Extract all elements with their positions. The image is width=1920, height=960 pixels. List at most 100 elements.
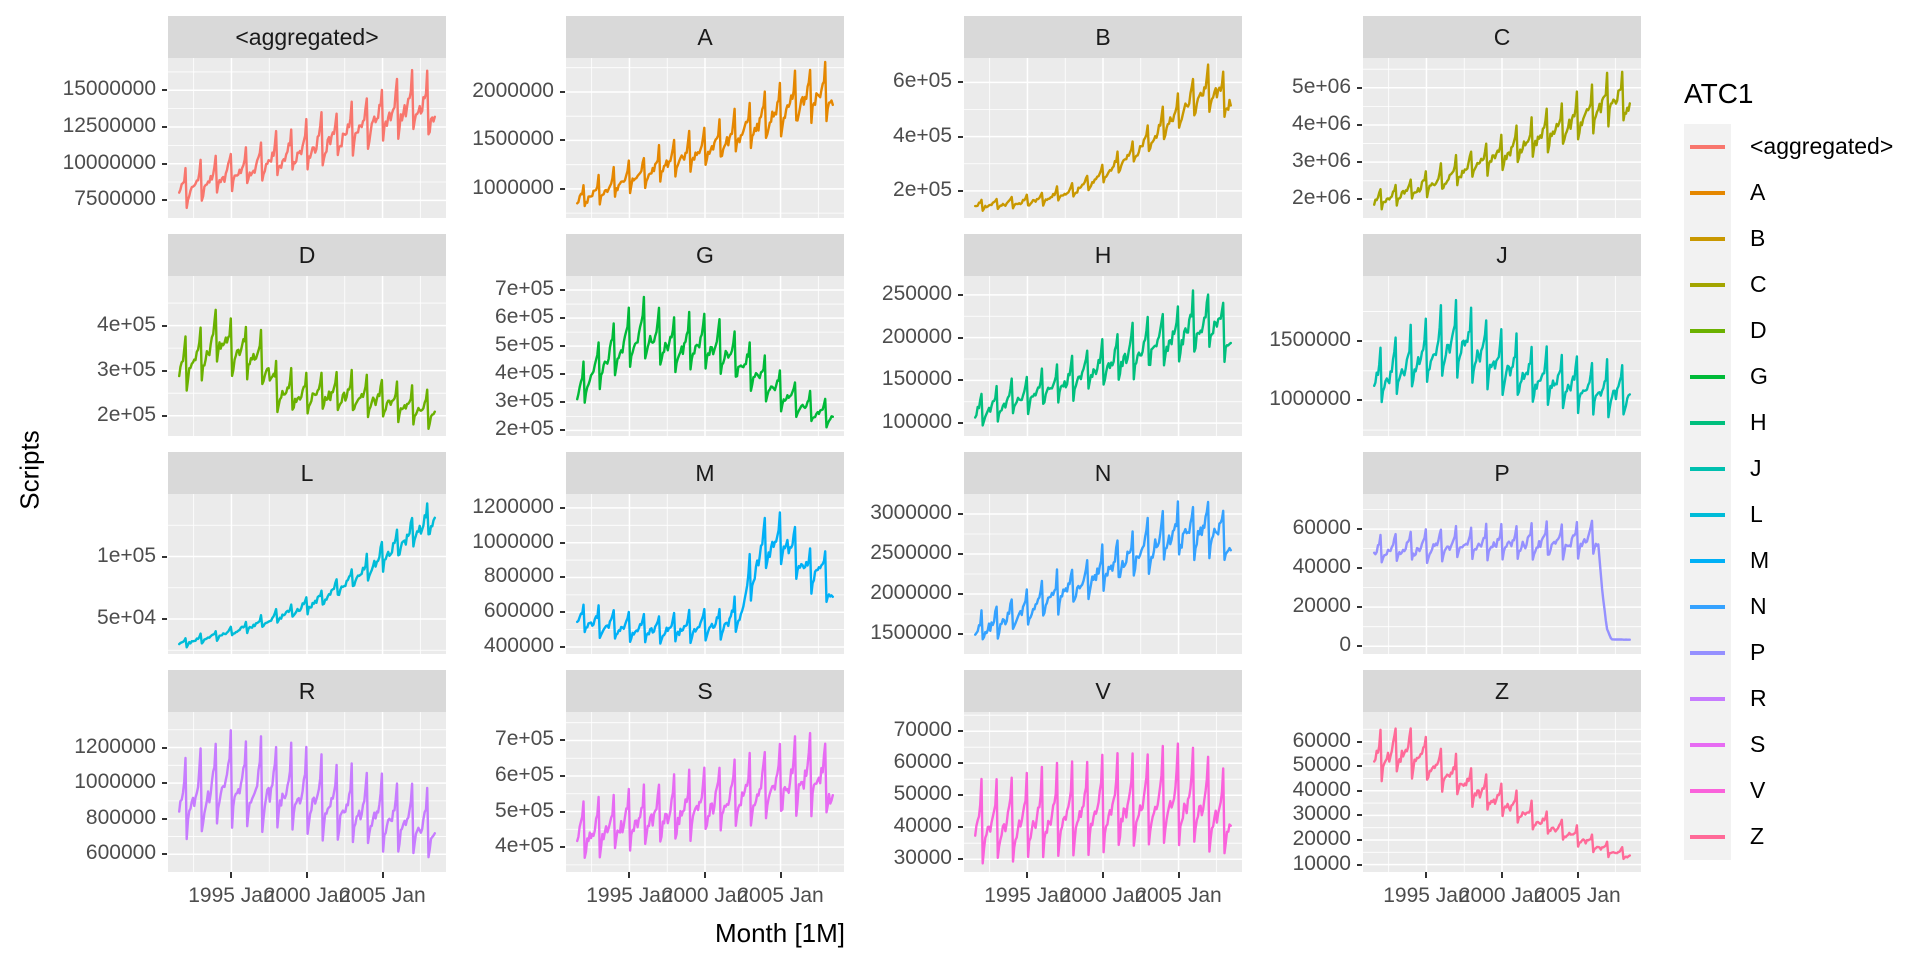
x-tick-mark [1576, 872, 1579, 878]
facet-strip-z: Z [1363, 670, 1641, 712]
y-tick-mark [162, 162, 167, 165]
facet-panel-r [168, 712, 446, 872]
y-tick-label: 1000000 [74, 770, 156, 794]
y-tick-label: 6e+05 [893, 69, 952, 93]
y-tick-label: 70000 [893, 718, 952, 742]
y-tick-label: 4e+05 [97, 312, 156, 336]
y-tick-label: 12500000 [62, 113, 156, 137]
y-tick-mark [1357, 645, 1362, 648]
y-tick-mark [958, 826, 963, 829]
facet-strip-label: P [1494, 459, 1510, 486]
y-tick-label: 1e+05 [97, 543, 156, 567]
facet-strip-b: B [964, 16, 1242, 58]
legend-key-line [1690, 467, 1725, 471]
series-line-d [178, 308, 436, 430]
facet-panel-g [566, 276, 844, 436]
facet-panel-h [964, 276, 1242, 436]
facet-panel-z [1363, 712, 1641, 872]
y-tick-mark [958, 293, 963, 296]
facet-panel-n [964, 494, 1242, 654]
y-tick-mark [1357, 123, 1362, 126]
y-tick-mark [162, 817, 167, 820]
y-tick-label: 2500000 [870, 541, 952, 564]
legend-key-line [1690, 651, 1725, 655]
y-tick-mark [1357, 765, 1362, 768]
legend-key-line [1690, 605, 1725, 609]
facet-panel-c [1363, 58, 1641, 218]
facet-strip-v: V [964, 670, 1242, 712]
facet-strip-d: D [168, 234, 446, 276]
y-tick-mark [560, 646, 565, 649]
legend-key-h [1684, 400, 1731, 446]
legend-key-line [1690, 145, 1725, 149]
y-tick-mark [162, 125, 167, 128]
y-tick-mark [958, 81, 963, 84]
facet-strip-label: B [1095, 23, 1111, 50]
y-tick-label: 800000 [483, 564, 554, 588]
legend-entry-label: G [1750, 363, 1768, 389]
legend-key-a [1684, 170, 1731, 216]
y-tick-label: 1000000 [472, 175, 554, 199]
x-tick-mark [1501, 872, 1503, 878]
x-tick-mark [1026, 872, 1029, 878]
x-tick-mark [306, 872, 308, 878]
y-tick-mark [560, 187, 565, 190]
y-tick-label: 3e+05 [97, 357, 156, 381]
legend-key-z [1684, 814, 1731, 860]
y-tick-label: 60000 [893, 750, 952, 774]
series-line-v [974, 742, 1232, 865]
y-tick-label: 4e+05 [893, 123, 952, 147]
y-tick-label: 40000 [1292, 555, 1351, 579]
y-tick-label: 20000 [1292, 594, 1351, 618]
legend-entry-label: N [1750, 593, 1767, 619]
y-tick-mark [560, 611, 565, 614]
legend-key-s [1684, 722, 1731, 768]
x-tick-label: 2005 Jan [339, 884, 426, 907]
legend-key-line [1690, 789, 1725, 793]
y-tick-mark [560, 739, 565, 742]
y-tick-mark [162, 414, 167, 417]
legend-entry-label: P [1750, 639, 1766, 665]
y-tick-label: 30000 [893, 846, 952, 870]
y-tick-label: 20000 [1292, 827, 1351, 850]
x-tick-label: 1995 Jan [1383, 884, 1470, 907]
series-line-m [576, 511, 834, 645]
legend-key-j [1684, 446, 1731, 492]
y-tick-label: 30000 [1292, 802, 1351, 826]
y-tick-label: 7e+05 [495, 727, 554, 751]
y-tick-mark [1357, 161, 1362, 164]
facet-panel-l [168, 494, 446, 654]
y-tick-mark [1357, 567, 1362, 570]
y-tick-mark [1357, 740, 1362, 743]
facet-strip-p: P [1363, 452, 1641, 494]
legend-entry-label: V [1750, 777, 1766, 803]
y-tick-label: 1000000 [472, 529, 554, 553]
x-tick-label: 2005 Jan [1534, 884, 1621, 907]
facet-panel-a [566, 58, 844, 218]
y-tick-label: 400000 [483, 634, 554, 658]
facet-strip-label: H [1094, 241, 1112, 268]
facet-strip-j: J [1363, 234, 1641, 276]
y-tick-mark [1357, 340, 1362, 343]
y-tick-mark [162, 853, 167, 856]
y-tick-mark [958, 593, 963, 595]
legend-key-line [1690, 191, 1725, 195]
y-tick-label: 5e+05 [495, 798, 554, 822]
facet-strip-aggregated: <aggregated> [168, 16, 446, 58]
x-axis-title: Month [1M] [714, 918, 846, 948]
y-tick-label: 10000000 [62, 150, 156, 174]
y-tick-mark [162, 555, 167, 558]
y-tick-mark [958, 379, 963, 382]
legend-entry-label: R [1750, 685, 1767, 711]
series-line-r [178, 729, 436, 859]
facet-panel-b [964, 58, 1242, 218]
y-tick-mark [1357, 863, 1362, 866]
y-tick-label: 2e+05 [495, 417, 554, 441]
y-tick-mark [958, 633, 963, 635]
y-tick-mark [958, 858, 963, 861]
y-tick-label: 1200000 [472, 494, 554, 518]
y-tick-mark [1357, 606, 1362, 609]
y-tick-label: 3e+05 [495, 389, 554, 413]
legend-entry-label: M [1750, 547, 1770, 573]
series-line-s [576, 731, 834, 859]
